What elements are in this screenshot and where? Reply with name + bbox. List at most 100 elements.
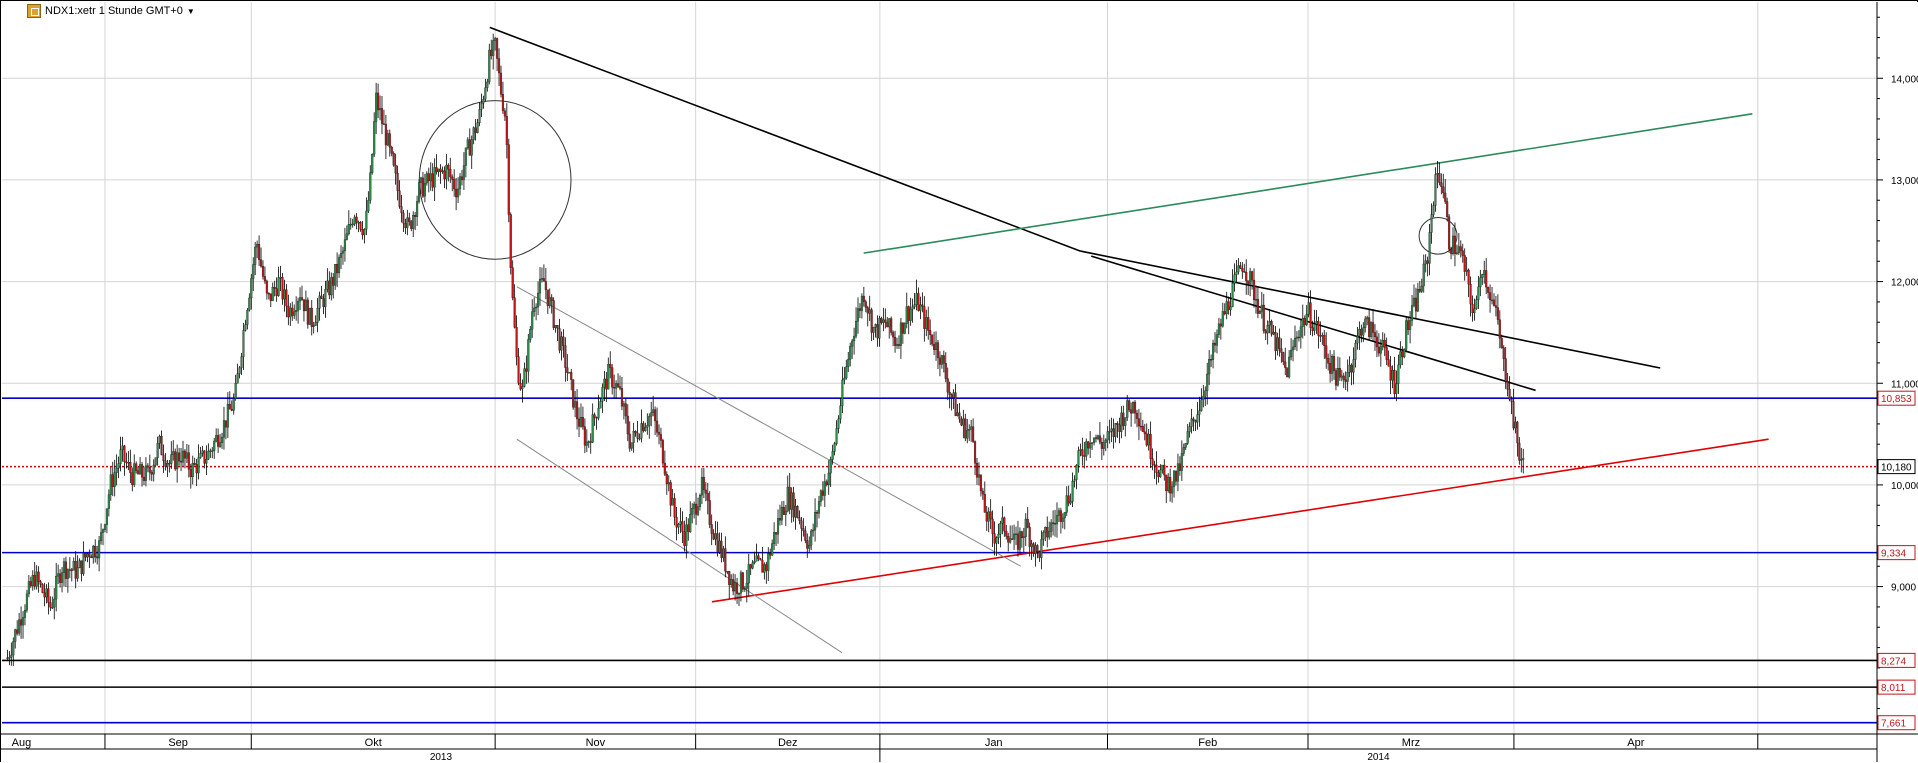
candle-body — [267, 293, 270, 295]
candle-body — [273, 286, 276, 289]
candle-body — [488, 49, 491, 83]
candle-body — [25, 593, 28, 611]
candle-body — [78, 560, 81, 568]
candle-body — [515, 327, 518, 357]
candle-body — [597, 407, 600, 419]
candle-body — [1118, 424, 1121, 432]
candle-body — [285, 289, 288, 307]
candle-body — [1434, 174, 1437, 206]
time-axis[interactable]: Aug Sep Okt Nov Dez Jan Feb Mrz Apr 2013 2014 — [1, 733, 1918, 763]
candle-body — [1342, 375, 1345, 380]
candle-body — [628, 433, 631, 449]
candle-body — [841, 379, 844, 406]
candle-body — [431, 173, 434, 188]
candle-body — [189, 469, 192, 478]
candle-body — [741, 572, 744, 590]
candle-body — [172, 451, 175, 455]
candle-body — [652, 409, 655, 413]
candle-body — [1032, 543, 1035, 555]
candle-body — [622, 403, 625, 407]
candle-body — [205, 459, 208, 464]
candle-body — [297, 300, 300, 311]
candle-body — [511, 267, 514, 298]
price-axis[interactable]: 14,000 13,000 12,000 11,000 10,000 9,000 10,85… — [1876, 2, 1918, 734]
candle-body — [1282, 352, 1285, 363]
candle-body — [583, 426, 586, 446]
candle-body — [1403, 349, 1406, 358]
chart-title-bar[interactable]: NDX1:xetr 1 Stunde GMT+0 ▼ — [27, 3, 195, 19]
candle-body — [669, 482, 672, 506]
candle-body — [531, 311, 534, 330]
candle-body — [291, 307, 294, 316]
candle-body — [1057, 510, 1060, 516]
candle-body — [357, 221, 360, 224]
candle-body — [1479, 277, 1482, 288]
candle-body — [300, 297, 304, 300]
candle-body — [263, 276, 266, 282]
candle-body — [1124, 417, 1127, 426]
candle-body — [501, 94, 504, 111]
candle-body — [1467, 269, 1470, 285]
candle-body — [991, 518, 994, 534]
candle-body — [423, 182, 426, 197]
candle-body — [1186, 431, 1189, 444]
candle-body — [1370, 322, 1373, 337]
candle-body — [402, 212, 405, 224]
candle-body — [185, 452, 188, 459]
candle-body — [298, 297, 302, 302]
candle-body — [127, 462, 130, 464]
candle-body — [1145, 433, 1148, 446]
candle-body — [650, 412, 653, 417]
candle-body — [1422, 263, 1425, 287]
candle-body — [646, 425, 649, 428]
candle-body — [886, 322, 889, 328]
candle-body — [1451, 235, 1455, 254]
candle-body — [693, 503, 696, 509]
candle-body — [1288, 356, 1291, 378]
candle-body — [1104, 439, 1107, 443]
candle-body — [525, 368, 528, 372]
candle-body — [281, 277, 284, 300]
candle-body — [1405, 320, 1408, 350]
candle-body — [1410, 305, 1414, 321]
candle-body — [115, 468, 118, 473]
candle-body — [375, 92, 378, 122]
candle-body — [6, 657, 9, 659]
candle-body — [745, 582, 748, 589]
candle-body — [1212, 342, 1215, 360]
candle-body — [749, 564, 752, 569]
candle-body — [581, 417, 584, 427]
candle-body — [1048, 531, 1051, 538]
chevron-down-icon[interactable]: ▼ — [186, 6, 195, 16]
candle-body — [66, 569, 69, 579]
candle-body — [302, 299, 306, 312]
candle-body — [338, 257, 341, 274]
candle-body — [373, 121, 376, 155]
candle-body — [238, 367, 241, 374]
candle-body — [1293, 338, 1297, 348]
candle-body — [1169, 477, 1172, 494]
candle-body — [1379, 346, 1382, 354]
candle-body — [771, 543, 774, 556]
candle-body — [1258, 311, 1261, 314]
candle-body — [977, 474, 981, 478]
black-trendline-upper — [1080, 250, 1661, 369]
candle-body — [398, 190, 401, 207]
candle-body — [901, 322, 904, 334]
candle-body — [174, 451, 177, 470]
candle-body — [884, 319, 887, 323]
candle-body — [1188, 426, 1191, 432]
candle-body — [948, 391, 951, 395]
candle-body — [314, 322, 317, 326]
candle-body — [1344, 379, 1347, 382]
candle-body — [1143, 431, 1146, 434]
candle-body — [142, 477, 146, 481]
level-badge-label: 8,011 — [1881, 683, 1906, 694]
candle-body — [940, 355, 943, 365]
candle-body — [392, 153, 395, 166]
candle-body — [390, 146, 393, 154]
candle-body — [1079, 449, 1082, 451]
candle-body — [470, 139, 473, 156]
